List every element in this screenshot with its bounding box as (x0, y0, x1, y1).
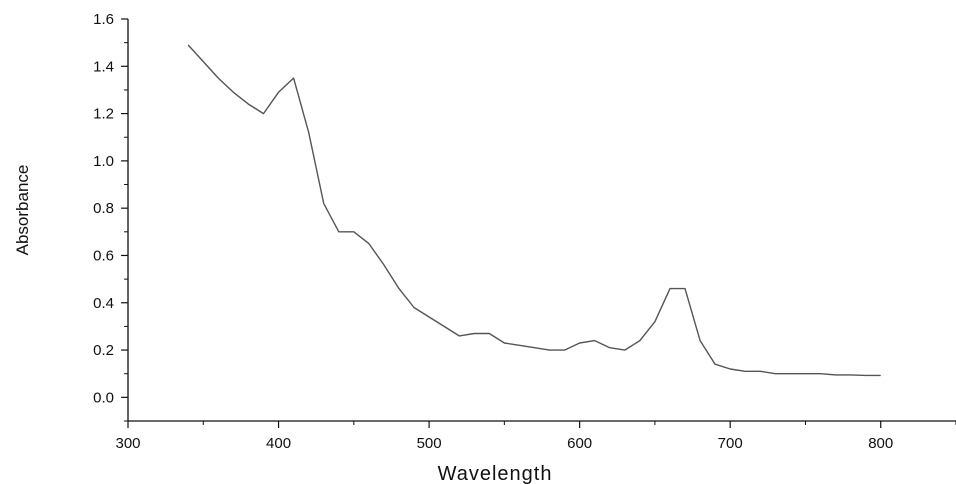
x-tick-label: 500 (417, 435, 442, 452)
x-tick-label: 600 (567, 435, 592, 452)
y-axis-title: Absorbance (13, 165, 32, 256)
y-tick-label: 0.0 (93, 389, 114, 406)
y-tick-label: 1.4 (93, 58, 114, 75)
x-tick-label: 700 (718, 435, 743, 452)
y-tick-label: 1.6 (93, 11, 114, 28)
y-tick-label: 1.2 (93, 106, 114, 123)
x-tick-label: 300 (115, 435, 140, 452)
y-tick-label: 0.8 (93, 200, 114, 217)
y-tick-label: 1.0 (93, 153, 114, 170)
y-tick-label: 0.2 (93, 342, 114, 359)
y-tick-label: 0.6 (93, 247, 114, 264)
y-tick-label: 0.4 (93, 295, 114, 312)
plot-area: 0.0 0.2 0.4 0.6 0.8 1.0 1.2 1.4 1.6 300 400 500 600 7… (93, 11, 956, 452)
x-tick-label: 400 (266, 435, 291, 452)
absorbance-series-line (187, 44, 881, 377)
x-tick-label: 800 (868, 435, 893, 452)
x-axis-title: Wavelength (438, 463, 553, 484)
